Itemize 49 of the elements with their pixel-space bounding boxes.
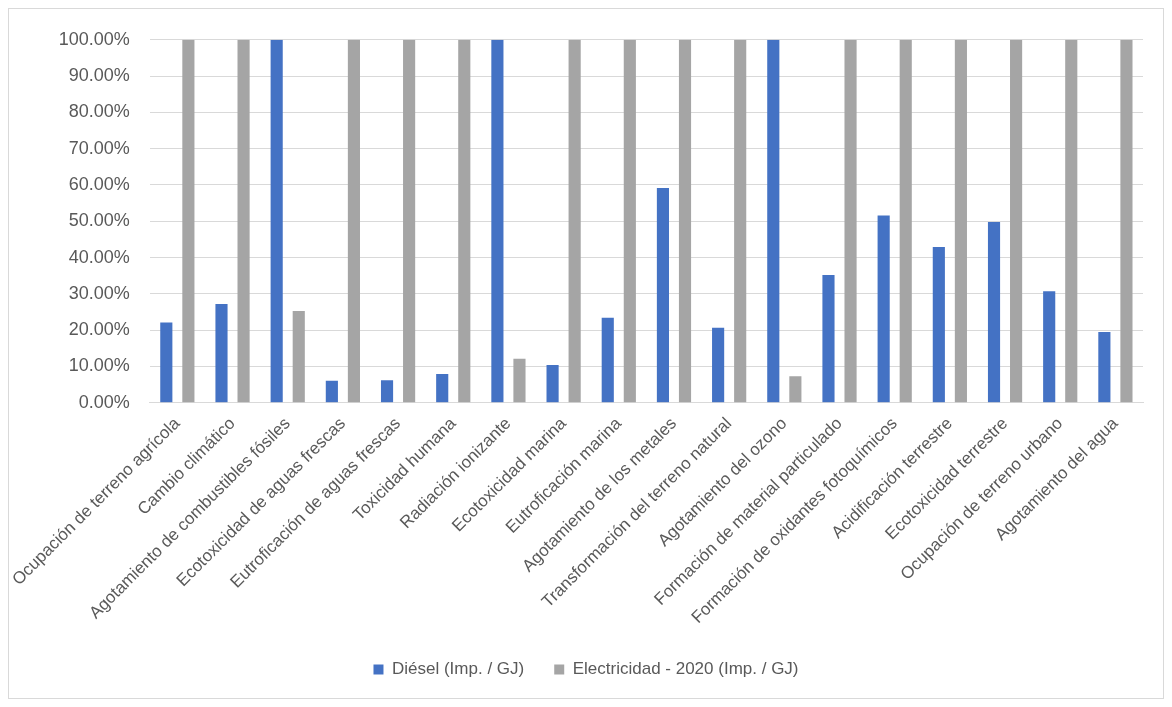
bar [325,380,338,403]
y-tick-label: 100.00% [58,28,130,49]
legend-label: Electricidad - 2020 (Imp. / GJ) [572,659,799,679]
legend-label: Diésel (Imp. / GJ) [391,659,525,679]
bar [877,215,890,403]
y-tick-label: 20.00% [68,319,130,340]
bar [1010,39,1023,403]
y-tick-label: 80.00% [68,101,130,122]
bar [789,376,802,403]
y-tick-label: 90.00% [68,65,130,86]
bar [436,374,449,403]
bar [347,39,360,403]
bar [1043,291,1056,403]
bar [1098,332,1111,403]
bar [491,39,504,403]
bar [678,39,692,403]
y-tick-label: 30.00% [68,282,130,303]
bar [160,322,173,403]
bar [270,39,283,403]
bar [1065,39,1078,403]
bar [734,39,747,403]
bar [380,380,394,403]
bar [292,310,305,403]
bar [182,39,195,403]
bar [568,39,581,403]
bar [623,39,636,403]
y-tick-label: 50.00% [68,210,130,231]
bar [601,317,614,403]
y-tick-label: 0.00% [78,391,130,412]
bar [932,247,945,403]
bar [237,39,250,403]
bar [403,39,416,403]
bar [1120,39,1133,403]
bar [215,304,228,403]
bar [987,222,1001,403]
bar [656,187,670,403]
bar [822,275,835,403]
bar [513,358,526,403]
y-tick-label: 40.00% [68,246,130,267]
bar [712,327,725,403]
y-tick-label: 10.00% [68,355,130,376]
bar [458,39,471,403]
bar [954,39,967,403]
y-tick-label: 60.00% [68,173,130,194]
bar [546,365,559,403]
y-tick-label: 70.00% [68,137,130,158]
bar [767,39,780,403]
bar [899,39,912,403]
bar [844,39,857,403]
